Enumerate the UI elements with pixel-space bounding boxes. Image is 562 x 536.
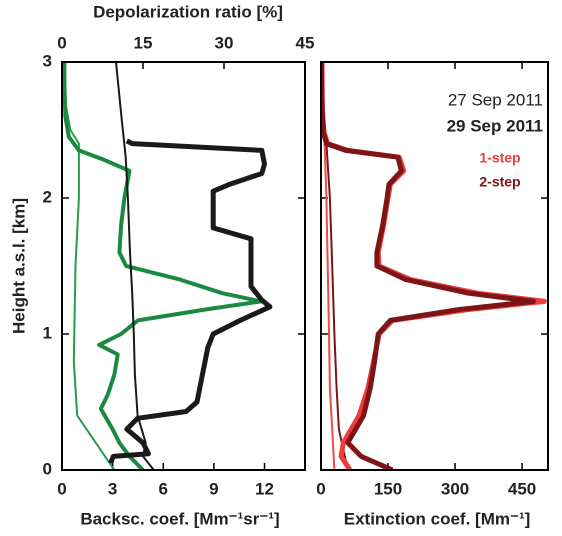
legend-entry: 1-step — [479, 150, 520, 166]
y-tick-label: 1 — [43, 323, 52, 342]
x-tick-label: 450 — [508, 479, 536, 498]
x-tick-label: 150 — [374, 479, 402, 498]
y-tick-label: 3 — [43, 51, 52, 70]
legend-date: 29 Sep 2011 — [447, 116, 543, 135]
profile-line — [321, 62, 536, 470]
profile-line — [62, 62, 264, 470]
x-tick-label: 6 — [159, 479, 168, 498]
x-tick-label: 9 — [209, 479, 218, 498]
x-tick-label: 0 — [316, 479, 325, 498]
x-tick-label: 3 — [108, 479, 117, 498]
x2-tick-label: 30 — [215, 33, 234, 52]
x-tick-label: 12 — [255, 479, 274, 498]
y-tick-label: 2 — [43, 187, 52, 206]
x2-axis-label: Depolarization ratio [%] — [93, 2, 283, 21]
x2-tick-label: 15 — [134, 33, 153, 52]
x-tick-label: 0 — [57, 479, 66, 498]
y-tick-label: 0 — [43, 459, 52, 478]
y-axis-label: Height a.s.l. [km] — [9, 198, 28, 334]
profile-line — [108, 138, 273, 465]
profile-line — [115, 62, 155, 470]
x-axis-label: Backsc. coef. [Mm⁻¹sr⁻¹] — [80, 509, 279, 528]
x-tick-label: 300 — [441, 479, 469, 498]
profile-line — [64, 62, 116, 470]
profile-line — [321, 62, 349, 470]
legend-date: 27 Sep 2011 — [448, 90, 543, 109]
legend-entry: 2-step — [479, 174, 520, 190]
plot-frame — [320, 61, 549, 471]
x2-tick-label: 0 — [57, 33, 66, 52]
plot-frame — [61, 61, 306, 471]
x2-tick-label: 45 — [296, 33, 315, 52]
x-axis-label: Extinction coef. [Mm⁻¹] — [344, 509, 531, 528]
